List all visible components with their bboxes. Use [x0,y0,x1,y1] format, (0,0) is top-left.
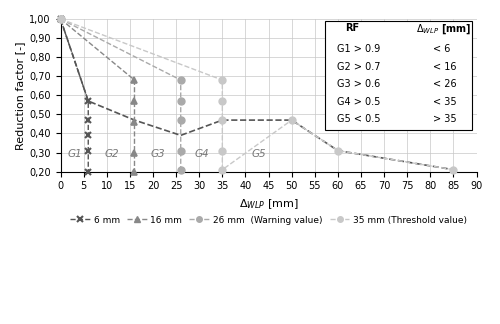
X-axis label: $\Delta_{WLP}$ [mm]: $\Delta_{WLP}$ [mm] [238,197,298,211]
Text: > 35: > 35 [433,114,456,124]
Text: < 26: < 26 [433,79,456,89]
FancyBboxPatch shape [324,21,472,130]
Text: G1 > 0.9: G1 > 0.9 [337,44,380,54]
Text: < 6: < 6 [433,44,450,54]
Legend: 6 mm, 16 mm, 26 mm  (Warning value), 35 mm (Threshold value): 6 mm, 16 mm, 26 mm (Warning value), 35 m… [66,212,470,228]
Text: G4 > 0.5: G4 > 0.5 [337,97,380,107]
Text: < 35: < 35 [433,97,456,107]
Y-axis label: Reduction factor [-]: Reduction factor [-] [15,41,25,150]
Text: G5 < 0.5: G5 < 0.5 [337,114,380,124]
Text: G5: G5 [252,149,266,159]
Text: $\Delta_{WLP}$ [mm]: $\Delta_{WLP}$ [mm] [416,23,472,36]
Text: G2: G2 [104,149,118,159]
Text: G1: G1 [67,149,82,159]
Text: G3 > 0.6: G3 > 0.6 [337,79,380,89]
Text: G4: G4 [194,149,209,159]
Text: G2 > 0.7: G2 > 0.7 [337,62,380,72]
Text: RF: RF [346,23,360,33]
Text: G3: G3 [150,149,165,159]
Text: < 16: < 16 [433,62,456,72]
